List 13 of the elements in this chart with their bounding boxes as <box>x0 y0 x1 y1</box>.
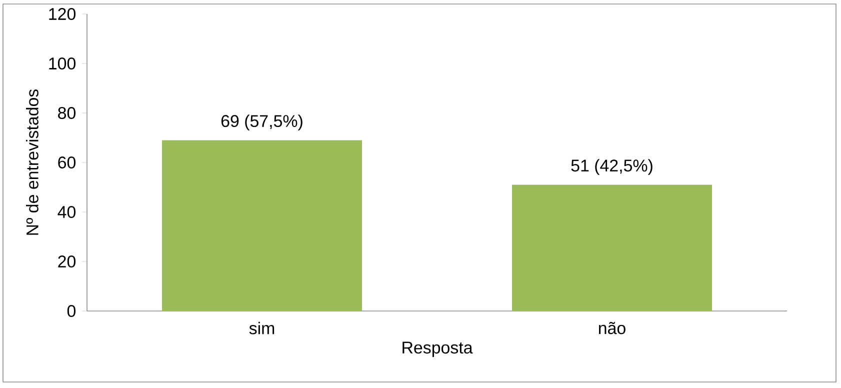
y-tick-label: 40 <box>58 206 76 218</box>
x-tick-label: não <box>599 322 626 334</box>
y-axis-title: Nº de entrevistados <box>26 89 38 235</box>
y-tick-label: 20 <box>58 256 76 268</box>
y-tick-label: 100 <box>49 58 76 70</box>
y-tick-label: 120 <box>49 8 76 20</box>
y-tick-label: 80 <box>58 107 76 119</box>
y-tick-label: 60 <box>58 156 76 168</box>
data-label: 51 (42,5%) <box>571 159 652 175</box>
data-label: 69 (57,5%) <box>221 114 302 130</box>
x-tick-label: sim <box>249 322 274 334</box>
y-tick-label: 0 <box>67 305 76 317</box>
x-axis-title: Resposta <box>402 342 473 357</box>
